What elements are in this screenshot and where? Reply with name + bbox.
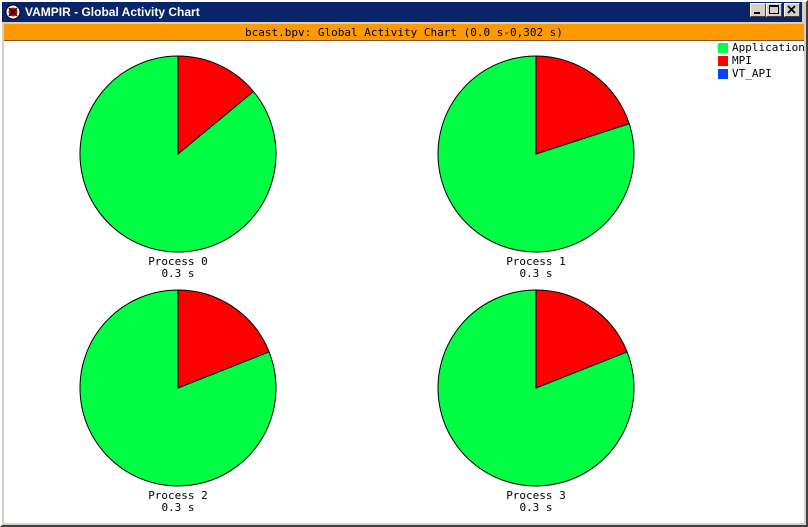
chart-header-bar: bcast.bpv: Global Activity Chart (0.0 s-… [4,24,804,41]
chart-header-text: bcast.bpv: Global Activity Chart (0.0 s-… [245,25,563,39]
pie-label-process-1: Process 1 0.3 s [456,256,616,280]
pie-label-process-3: Process 3 0.3 s [456,490,616,514]
minimize-icon [754,12,760,14]
process-name: Process 3 [506,489,566,502]
legend-item-mpi: MPI [718,54,805,67]
title-bar[interactable]: VAMPIR - Global Activity Chart [2,2,802,22]
process-time: 0.3 s [161,501,195,514]
pie-label-process-0: Process 0 0.3 s [98,256,258,280]
pie-slice-application-process-2 [79,289,277,487]
process-time: 0.3 s [519,267,553,280]
pie-slice-application-process-3 [437,289,635,487]
maximize-button[interactable] [766,3,782,17]
process-name: Process 1 [506,255,566,268]
pie-slice-application-process-0 [79,55,277,253]
legend-item-vt-api: VT_API [718,67,805,80]
minimize-button[interactable] [750,3,766,17]
pie-charts [79,55,635,487]
vampir-app-icon [5,4,21,20]
legend-swatch [718,42,728,53]
legend: Application MPI VT_API [718,41,805,80]
process-time: 0.3 s [519,501,553,514]
close-button[interactable] [784,3,800,17]
process-name: Process 0 [148,255,208,268]
maximize-icon [769,5,779,14]
pie-slice-application-process-1 [437,55,635,253]
legend-label: Application [732,41,805,54]
chart-area: Process 0 0.3 s Process 1 0.3 s Process … [4,41,805,523]
legend-label: VT_API [732,67,772,80]
legend-label: MPI [732,54,752,67]
process-time: 0.3 s [161,267,195,280]
pie-label-process-2: Process 2 0.3 s [98,490,258,514]
legend-swatch [718,55,728,66]
pie-slice-mpi-process-1 [535,55,630,155]
pie-slice-mpi-process-3 [535,289,628,389]
window-title: VAMPIR - Global Activity Chart [25,5,200,19]
close-icon [787,5,796,14]
legend-swatch [718,68,728,79]
legend-item-application: Application [718,41,805,54]
process-name: Process 2 [148,489,208,502]
pie-slice-mpi-process-0 [177,55,255,156]
pie-slice-mpi-process-2 [177,289,270,389]
